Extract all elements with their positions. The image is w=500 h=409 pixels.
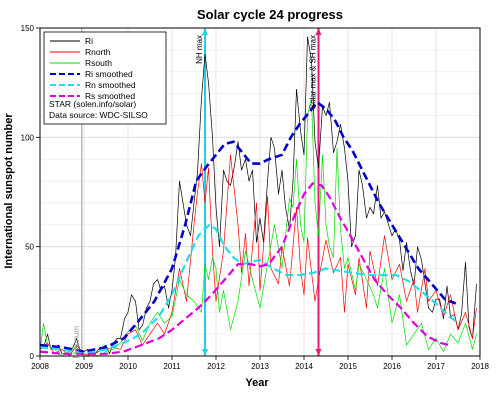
series-line [39, 97, 477, 357]
y-tick-label: 0 [30, 352, 35, 361]
legend-label: Rsouth [85, 58, 112, 68]
annotation-arrow-bottom [202, 349, 208, 356]
chart-title: Solar cycle 24 progress [197, 7, 343, 22]
legend-label: Rnorth [85, 47, 111, 57]
x-tick-label: 2013 [251, 362, 269, 371]
legend-label: Ri [85, 36, 93, 46]
x-tick-label: 2015 [339, 362, 357, 371]
y-axis-label: International sunspot number [3, 113, 15, 269]
annotation-label: Minimum [72, 326, 81, 359]
x-tick-label: 2011 [163, 362, 181, 371]
legend-label: Ri smoothed [85, 69, 133, 79]
legend-label: Rs smoothed [85, 91, 135, 101]
annotation-arrow-top [315, 28, 322, 35]
y-tick-label: 100 [21, 133, 35, 142]
series-line [39, 101, 457, 353]
x-tick-label: 2009 [75, 362, 93, 371]
annotation-arrow-bottom [315, 349, 322, 356]
legend-note: STAR (solen.info/solar) [49, 99, 136, 109]
annotation-label: Solar max & SH max [309, 35, 318, 109]
y-tick-label: 50 [25, 243, 34, 252]
series-layer [39, 36, 477, 357]
annotation-label: NH max [195, 35, 204, 64]
x-axis-label: Year [245, 377, 269, 389]
legend-note: Data source: WDC-SILSO [49, 110, 148, 120]
x-tick-label: 2008 [31, 362, 49, 371]
annotation-labels: Minimum NH max Solar max & SH max [72, 35, 318, 358]
x-tick-label: 2014 [295, 362, 313, 371]
annotation-arrow-top [202, 28, 208, 35]
x-axis-ticks: 2008 2009 2010 2011 2012 2013 2014 2015 2016 2017… [31, 356, 489, 371]
x-tick-label: 2016 [383, 362, 401, 371]
x-tick-label: 2010 [119, 362, 137, 371]
x-tick-label: 2012 [207, 362, 225, 371]
y-axis-ticks: 0 50 100 150 [21, 24, 40, 361]
legend-box [43, 31, 167, 125]
series-line [39, 223, 457, 355]
x-tick-label: 2018 [471, 362, 489, 371]
y-tick-label: 150 [21, 24, 35, 33]
x-tick-label: 2017 [427, 362, 445, 371]
legend-label: Rn smoothed [85, 80, 136, 90]
